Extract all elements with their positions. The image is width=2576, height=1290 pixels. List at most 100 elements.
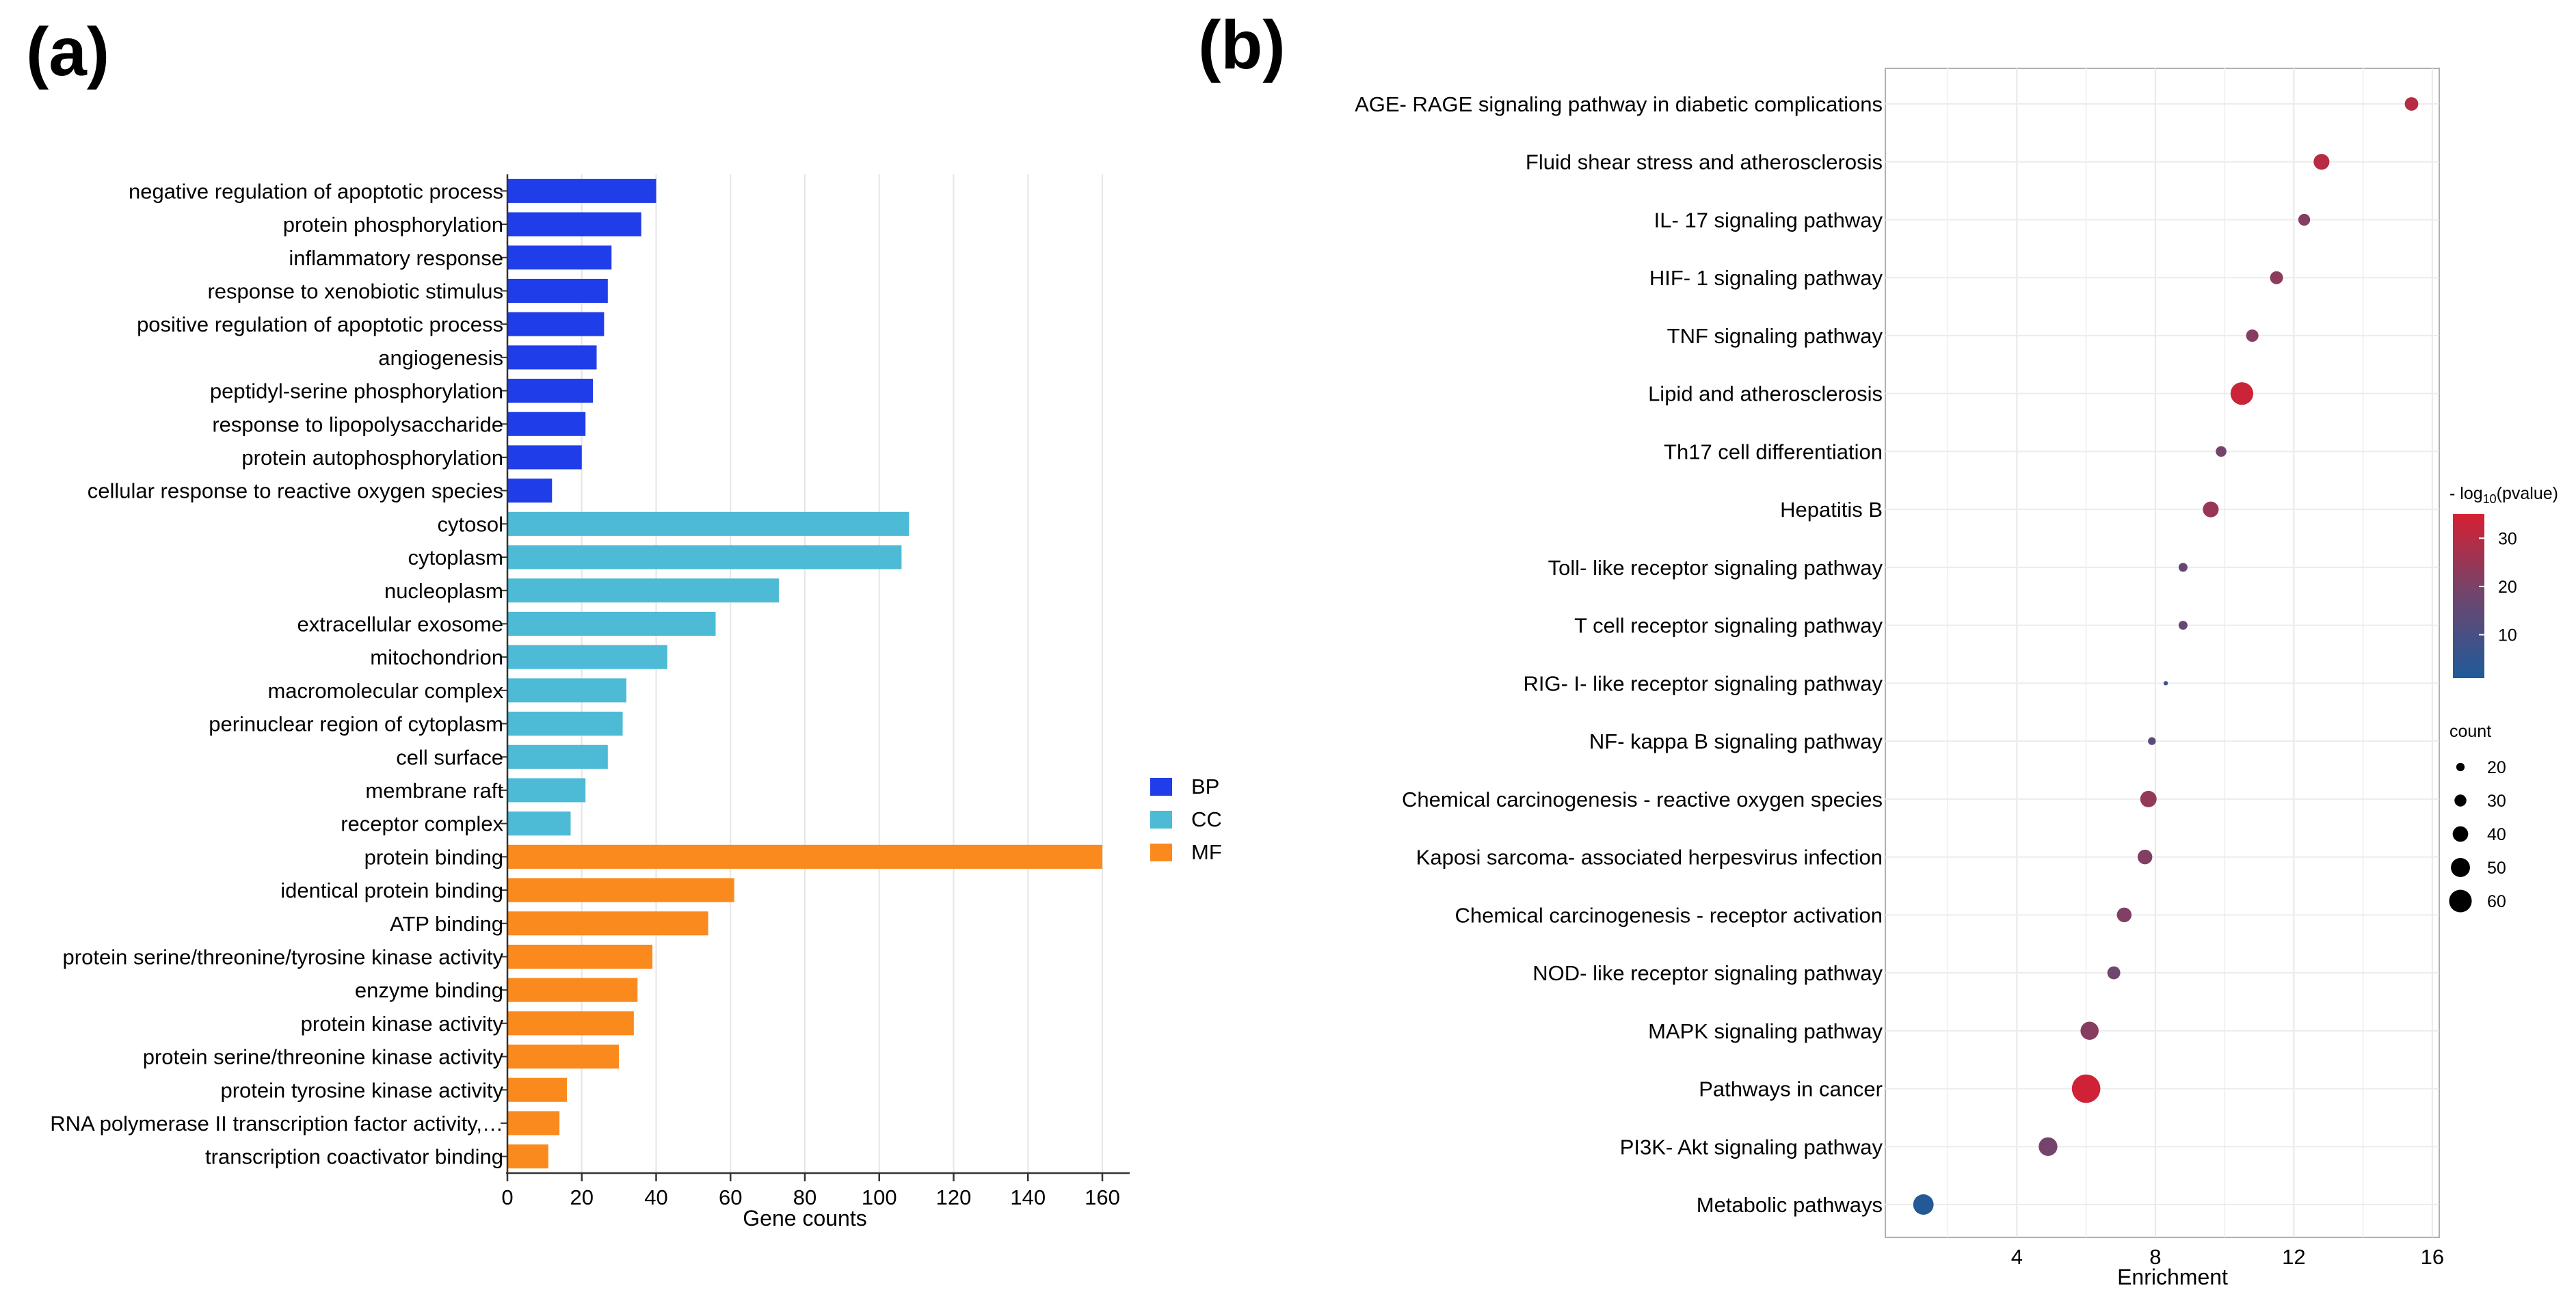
color-legend-tick-label-20: 20 <box>2498 578 2517 597</box>
category-label-enzyme-binding: enzyme binding <box>355 978 503 1002</box>
pathway-label-nf-kappa-b-signaling-pathway: NF- kappa B signaling pathway <box>1589 729 1883 753</box>
pathway-label-kaposi-sarcoma-associated-herpesvirus-infection: Kaposi sarcoma- associated herpesvirus i… <box>1416 846 1883 870</box>
category-label-membrane-raft: membrane raft <box>365 779 503 803</box>
size-legend-dot-40 <box>2452 826 2469 842</box>
x-tick-label-40: 40 <box>644 1185 667 1209</box>
legend-label-cc: CC <box>1191 807 1222 831</box>
color-legend-bar <box>2453 514 2484 678</box>
category-label-protein-serine-threonine-tyrosine-kinase-activity: protein serine/threonine/tyrosine kinase… <box>63 945 504 969</box>
bar-response-to-lipopolysaccharide <box>507 412 586 436</box>
bar-identical-protein-binding <box>507 878 734 902</box>
panel-b-label: (b) <box>1198 7 1286 83</box>
bubble-chemical-carcinogenesis-receptor-activation <box>2116 907 2132 923</box>
bubble-nf-kappa-b-signaling-pathway <box>2148 737 2156 745</box>
bar-membrane-raft <box>507 778 586 803</box>
category-label-cytosol: cytosol <box>438 512 503 536</box>
kegg-bubble-chart: AGE- RAGE signaling pathway in diabetic … <box>1355 68 2558 1289</box>
size-legend-title: count <box>2449 722 2491 741</box>
bubble-hepatitis-b <box>2203 501 2219 518</box>
b-x-tick-label-8: 8 <box>2149 1245 2161 1269</box>
bubble-chart-tick-labels: 4 8 12 16 <box>2011 1245 2444 1269</box>
pathway-label-hif-1-signaling-pathway: HIF- 1 signaling pathway <box>1649 266 1883 290</box>
bubble-pi3k-akt-signaling-pathway <box>2039 1137 2058 1156</box>
bar-nucleoplasm <box>507 578 779 603</box>
category-label-extracellular-exosome: extracellular exosome <box>297 612 503 636</box>
size-legend-dot-30 <box>2454 794 2467 807</box>
pathway-label-pathways-in-cancer: Pathways in cancer <box>1699 1077 1883 1101</box>
bar-protein-tyrosine-kinase-activity <box>507 1077 567 1102</box>
bar-protein-kinase-activity <box>507 1011 634 1036</box>
legend-label-mf: MF <box>1191 840 1222 864</box>
color-legend-tick-label-10: 10 <box>2498 626 2517 645</box>
pathway-label-toll-like-receptor-signaling-pathway: Toll- like receptor signaling pathway <box>1548 556 1883 580</box>
bubble-mapk-signaling-pathway <box>2080 1021 2099 1040</box>
bubble-rig-i-like-receptor-signaling-pathway <box>2163 681 2168 686</box>
bar-peptidyl-serine-phosphorylation <box>507 379 594 403</box>
size-legend-label-40: 40 <box>2487 825 2506 844</box>
pathway-label-mapk-signaling-pathway: MAPK signaling pathway <box>1648 1019 1883 1043</box>
pathway-label-th17-cell-differentiation: Th17 cell differentiation <box>1664 440 1883 463</box>
pathway-label-metabolic-pathways: Metabolic pathways <box>1697 1193 1883 1217</box>
x-axis-title-enrichment: Enrichment <box>2117 1265 2228 1289</box>
bar-macromolecular-complex <box>507 678 626 703</box>
size-legend-label-30: 30 <box>2487 792 2506 811</box>
x-tick-label-160: 160 <box>1085 1185 1120 1209</box>
bubble-toll-like-receptor-signaling-pathway <box>2178 563 2188 572</box>
category-label-inflammatory-response: inflammatory response <box>289 246 503 270</box>
bubble-chart-pathway-labels: AGE- RAGE signaling pathway in diabetic … <box>1355 92 1883 1217</box>
bubble-th17-cell-differentiation <box>2216 446 2227 457</box>
category-label-transcription-coactivator-binding: transcription coactivator binding <box>205 1145 503 1169</box>
category-label-protein-tyrosine-kinase-activity: protein tyrosine kinase activity <box>220 1078 503 1102</box>
bar-chart-bars <box>507 178 1102 1169</box>
category-label-response-to-xenobiotic-stimulus: response to xenobiotic stimulus <box>207 279 503 303</box>
legend-swatch-bp <box>1150 778 1172 796</box>
color-legend-tick-label-30: 30 <box>2498 529 2517 548</box>
bubble-hif-1-signaling-pathway <box>2270 271 2283 284</box>
category-label-protein-binding: protein binding <box>364 845 503 869</box>
bar-chart-tick-labels: 0 20 40 60 80 100 120 140 160 <box>501 1185 1119 1209</box>
size-legend-label-20: 20 <box>2487 758 2506 777</box>
bar-cytosol <box>507 511 909 536</box>
category-label-atp-binding: ATP binding <box>390 912 503 936</box>
category-label-angiogenesis: angiogenesis <box>378 346 503 370</box>
category-label-mitochondrion: mitochondrion <box>370 645 503 669</box>
bubble-chart-grid <box>1885 68 2439 1237</box>
bubble-lipid-and-atherosclerosis <box>2230 382 2254 405</box>
bubble-metabolic-pathways <box>1913 1194 1934 1215</box>
bar-enzyme-binding <box>507 978 638 1002</box>
pathway-label-lipid-and-atherosclerosis: Lipid and atherosclerosis <box>1648 382 1883 406</box>
category-label-peptidyl-serine-phosphorylation: peptidyl-serine phosphorylation <box>210 379 503 403</box>
bubble-il-17-signaling-pathway <box>2298 213 2311 226</box>
pathway-label-il-17-signaling-pathway: IL- 17 signaling pathway <box>1654 208 1883 232</box>
bar-protein-autophosphorylation <box>507 445 582 470</box>
category-label-nucleoplasm: nucleoplasm <box>384 579 503 603</box>
bar-chart-grid <box>581 174 1103 1173</box>
category-label-protein-serine-threonine-kinase-activity: protein serine/threonine kinase activity <box>143 1045 504 1069</box>
category-label-response-to-lipopolysaccharide: response to lipopolysaccharide <box>212 412 503 436</box>
legend-swatch-mf <box>1150 844 1172 861</box>
x-tick-label-120: 120 <box>936 1185 972 1209</box>
pathway-label-hepatitis-b: Hepatitis B <box>1780 498 1883 522</box>
category-label-protein-autophosphorylation: protein autophosphorylation <box>241 446 503 470</box>
category-label-identical-protein-binding: identical protein binding <box>280 878 503 902</box>
bubble-t-cell-receptor-signaling-pathway <box>2178 621 2188 630</box>
category-label-receptor-complex: receptor complex <box>341 812 503 836</box>
x-tick-label-60: 60 <box>719 1185 742 1209</box>
size-legend-dot-20 <box>2456 762 2465 772</box>
bar-cytoplasm <box>507 545 902 569</box>
x-tick-label-140: 140 <box>1010 1185 1046 1209</box>
size-legend-label-50: 50 <box>2487 859 2506 878</box>
legend-label-bp: BP <box>1191 775 1219 798</box>
size-legend-label-60: 60 <box>2487 892 2506 911</box>
bubble-fluid-shear-stress-and-atherosclerosis <box>2313 154 2330 170</box>
go-bar-chart: 0 20 40 60 80 100 120 140 160 negative regulatio… <box>50 174 1222 1231</box>
bubble-pathways-in-cancer <box>2071 1074 2101 1103</box>
category-label-macromolecular-complex: macromolecular complex <box>267 679 503 703</box>
pathway-label-chemical-carcinogenesis-receptor-activation: Chemical carcinogenesis - receptor activ… <box>1455 903 1883 927</box>
bar-positive-regulation-of-apoptotic-process <box>507 312 605 336</box>
bubble-chart-points <box>1913 97 2419 1215</box>
pathway-label-fluid-shear-stress-and-atherosclerosis: Fluid shear stress and atherosclerosis <box>1526 150 1883 174</box>
bar-chart-category-labels: negative regulation of apoptotic process… <box>50 179 503 1168</box>
bar-cellular-response-to-reactive-oxygen-species <box>507 479 553 503</box>
bar-perinuclear-region-of-cytoplasm <box>507 712 623 736</box>
